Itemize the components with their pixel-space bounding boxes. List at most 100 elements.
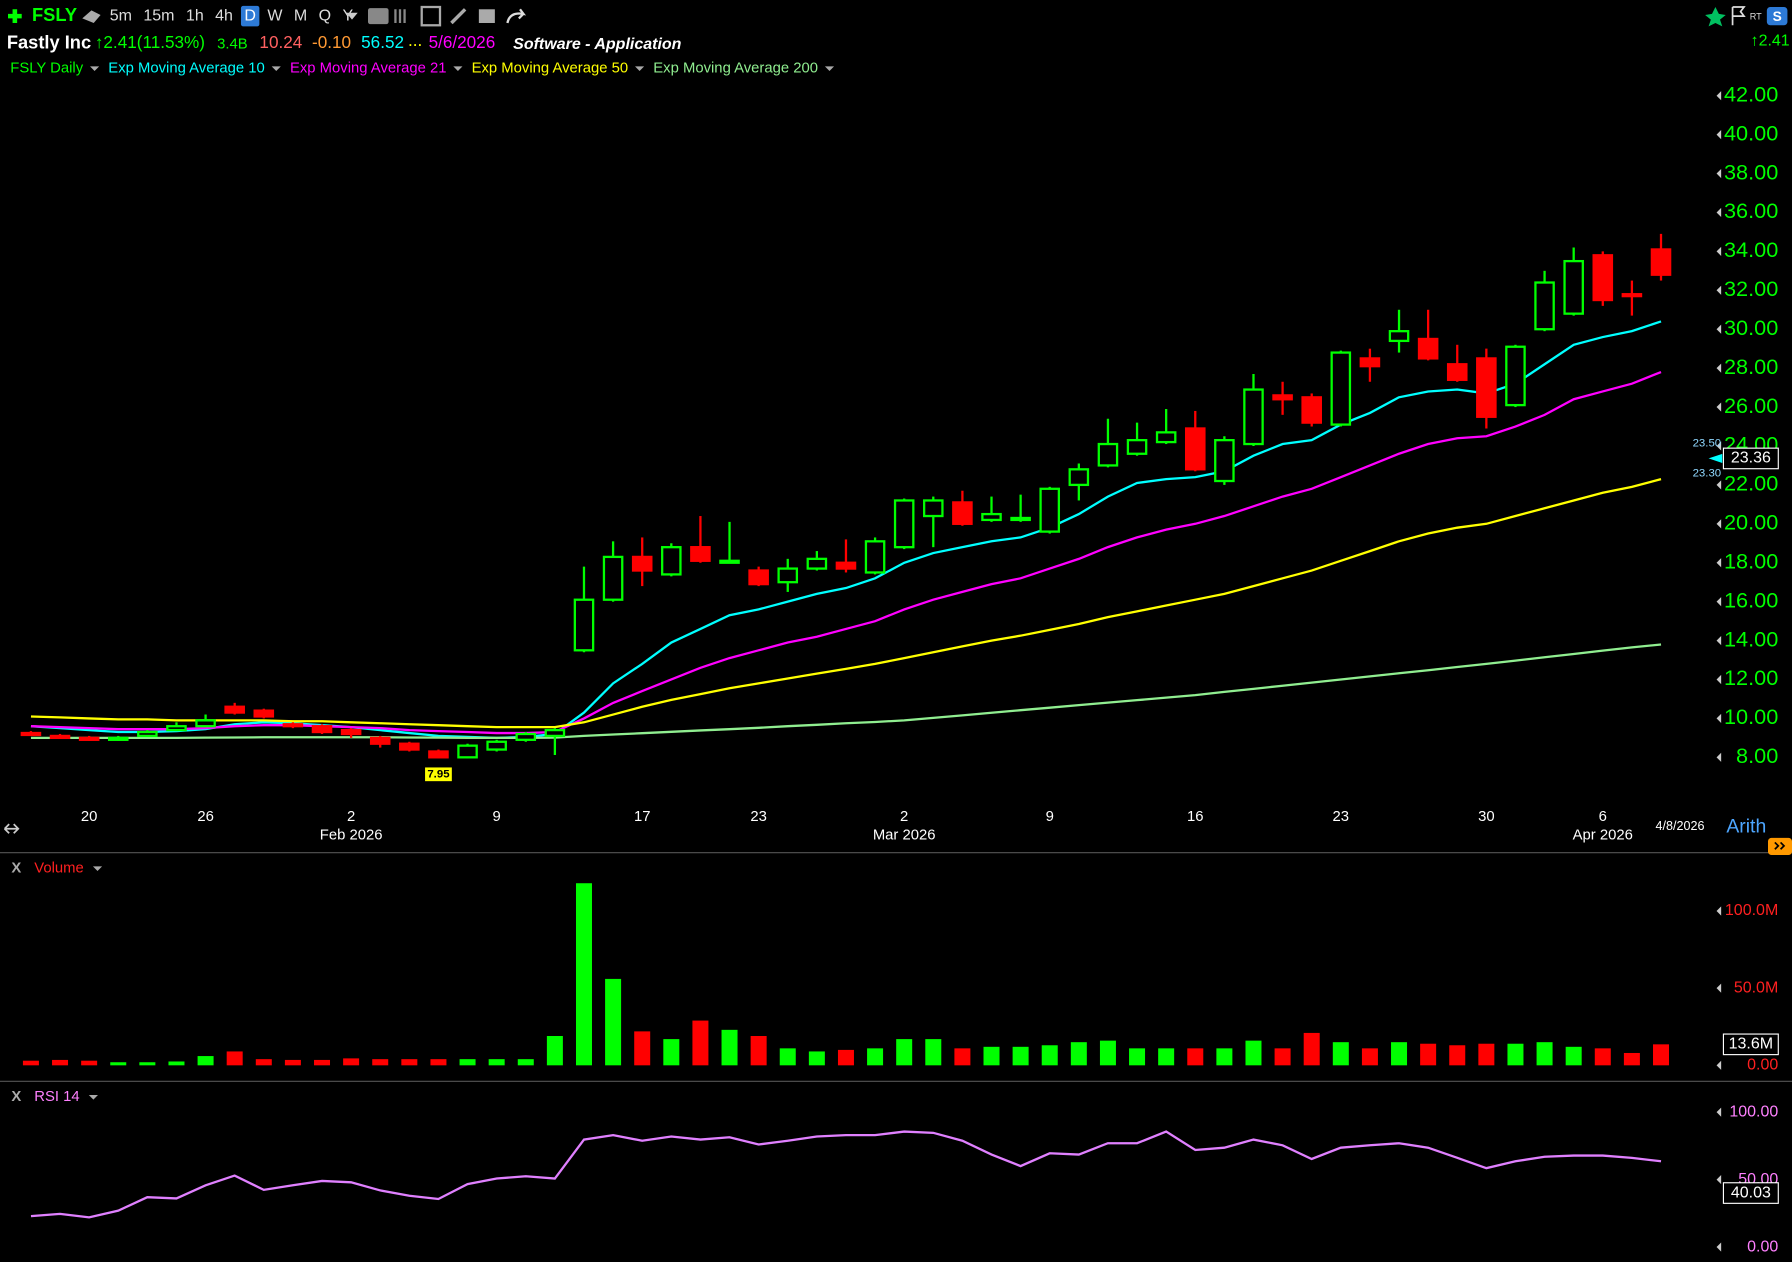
y-tick-mark	[1716, 285, 1722, 295]
last-date: 4/8/2026	[1656, 819, 1705, 833]
market-cap: 3.4B	[217, 37, 248, 53]
timeframe[interactable]: 15m	[143, 7, 174, 24]
legend-entry[interactable]: Exp Moving Average 21	[290, 61, 447, 77]
legend-entry[interactable]: Exp Moving Average 10	[108, 61, 265, 77]
candle-body	[1417, 337, 1439, 360]
y-tick-mark	[1716, 168, 1722, 179]
icon[interactable]	[450, 8, 467, 25]
timeframe[interactable]: M	[294, 7, 307, 24]
timeframe[interactable]: W	[267, 7, 283, 24]
star-icon[interactable]	[1705, 7, 1726, 27]
legend-entry[interactable]: FSLY Daily	[10, 61, 83, 77]
stat: 10.24	[259, 32, 302, 52]
volume-bar	[226, 1051, 243, 1066]
candle-body	[1243, 388, 1264, 446]
candle-body	[661, 546, 682, 576]
more[interactable]: ...	[408, 30, 422, 50]
dropdown-icon[interactable]	[346, 12, 358, 20]
timeframe[interactable]: D	[244, 7, 256, 24]
dropdown-icon[interactable]	[92, 866, 103, 871]
candle-body	[1126, 439, 1148, 455]
y-tick-label: 14.00	[1724, 626, 1778, 651]
candle-body	[457, 744, 478, 759]
icon[interactable]	[478, 9, 495, 23]
volume-bar	[983, 1046, 1000, 1066]
legend-entry[interactable]: Exp Moving Average 200	[653, 61, 818, 77]
date: 5/6/2026	[429, 32, 496, 52]
icon[interactable]	[506, 8, 527, 24]
y-tick-mark	[1716, 441, 1722, 451]
rsi-line	[30, 1130, 1662, 1219]
company-name: Fastly Inc	[7, 31, 91, 52]
legend-entry[interactable]: Exp Moving Average 50	[472, 61, 629, 77]
pane-title[interactable]: RSI 14	[34, 1089, 79, 1105]
y-tick-label: 20.00	[1724, 510, 1778, 535]
candle-body	[1563, 259, 1584, 315]
timeframe[interactable]: Q	[319, 7, 331, 24]
icon[interactable]	[420, 5, 442, 27]
volume-bar	[1274, 1048, 1291, 1066]
x-tick-label: 2	[900, 809, 908, 825]
volume-bar	[197, 1056, 214, 1066]
volume-bar	[1099, 1040, 1116, 1066]
y-tick-mark	[1716, 324, 1722, 334]
candle-body	[1505, 345, 1526, 407]
timeframe[interactable]: Y	[343, 7, 354, 24]
candle-body	[1621, 293, 1643, 298]
badge[interactable]	[1766, 7, 1788, 26]
dropdown-icon[interactable]	[453, 66, 463, 71]
candle-body	[1650, 248, 1672, 276]
x-tick-label: 23	[1333, 809, 1350, 825]
close-button[interactable]: X	[11, 861, 21, 877]
volume-bar	[1653, 1044, 1670, 1066]
y-tick-mark	[1716, 1175, 1722, 1185]
symbol[interactable]: FSLY	[32, 4, 77, 25]
dropdown-icon[interactable]	[824, 66, 835, 71]
y-tick-label: 32.00	[1724, 276, 1778, 301]
close-button[interactable]: X	[11, 1089, 21, 1105]
x-tick-label: 30	[1478, 809, 1495, 825]
pan-icon[interactable]	[3, 823, 20, 834]
pane-title[interactable]: Volume	[34, 861, 84, 877]
y-tick-label: 38.00	[1724, 159, 1778, 184]
volume-bar	[925, 1039, 942, 1066]
timeframe[interactable]: 5m	[110, 7, 132, 24]
candle-body	[835, 561, 857, 570]
stat: 56.52	[361, 32, 404, 52]
y-tick-label: 40.00	[1724, 120, 1778, 145]
icon[interactable]	[368, 8, 389, 25]
timeframe[interactable]: 4h	[215, 7, 233, 24]
scroll-button[interactable]	[1768, 837, 1792, 855]
candle-body	[1155, 431, 1177, 444]
volume-bar	[867, 1048, 884, 1066]
candle-body	[864, 540, 886, 574]
volume-bar	[1536, 1042, 1553, 1066]
candle-body	[107, 736, 129, 741]
add-icon[interactable]	[8, 9, 22, 23]
volume-bar	[1332, 1042, 1349, 1066]
candle-body	[311, 725, 333, 734]
icon[interactable]	[82, 10, 101, 23]
dropdown-icon[interactable]	[88, 1095, 98, 1100]
y-tick-mark	[1716, 91, 1722, 101]
candle-body	[1039, 487, 1061, 533]
rt-label: RT	[1750, 12, 1762, 22]
candle-body	[777, 567, 799, 584]
candle-body	[369, 736, 391, 745]
dropdown-icon[interactable]	[634, 66, 645, 71]
scale-mode[interactable]: Arith	[1726, 816, 1766, 838]
volume-bar	[634, 1031, 651, 1066]
dropdown-icon[interactable]	[271, 66, 281, 71]
dropdown-icon[interactable]	[90, 66, 100, 71]
icon[interactable]	[394, 9, 406, 23]
x-tick-label: 20	[81, 809, 98, 825]
x-month-label: Apr 2026	[1573, 827, 1633, 843]
candle-body	[20, 731, 42, 737]
candle-body	[1592, 254, 1614, 302]
flag-icon[interactable]	[1731, 6, 1746, 26]
candle-body	[923, 499, 944, 518]
volume-bar	[1420, 1043, 1437, 1066]
y-tick-mark	[1716, 674, 1722, 685]
timeframe[interactable]: 1h	[186, 7, 204, 24]
